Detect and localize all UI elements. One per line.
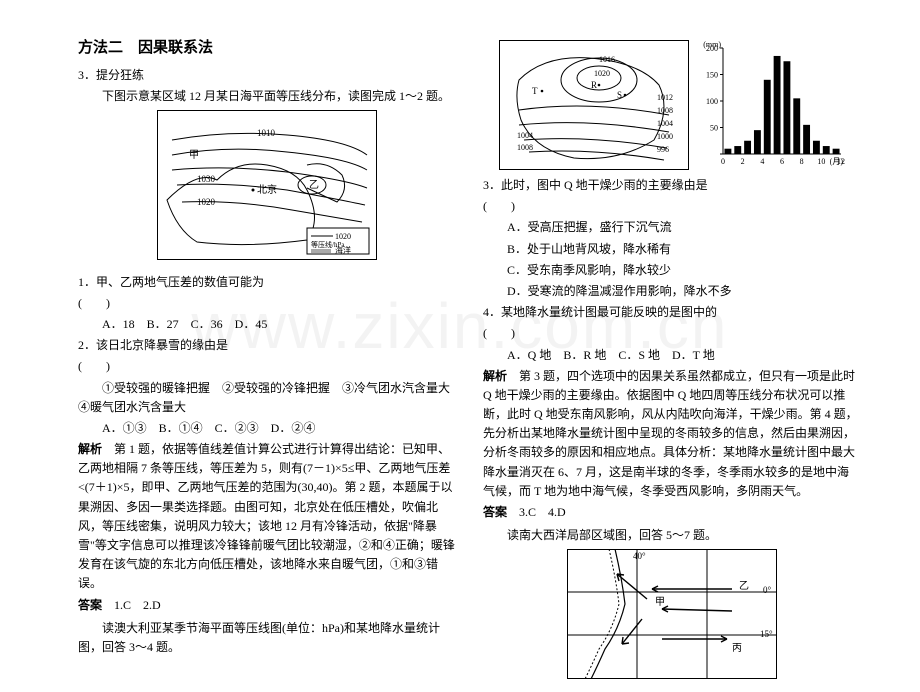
figure-2a-isobar-map: 1016 1020 T R S 1012 1008 1004 1000 996 … bbox=[499, 40, 689, 170]
svg-text:0°: 0° bbox=[763, 585, 772, 595]
svg-text:1012: 1012 bbox=[657, 93, 673, 102]
ans1-text: 1.C 2.D bbox=[102, 598, 161, 612]
figure-1-wrap: 甲 北京 乙 1010 1030 1020 1020 等压线/hPa 海洋 bbox=[78, 110, 455, 266]
figure-1-isobar-map: 甲 北京 乙 1010 1030 1020 1020 等压线/hPa 海洋 bbox=[157, 110, 377, 260]
svg-text:1010: 1010 bbox=[257, 128, 276, 138]
svg-text:1016: 1016 bbox=[599, 55, 615, 64]
figure-2b-bar-chart: 50100150200(mm)024681012(月) bbox=[695, 40, 845, 170]
svg-text:甲: 甲 bbox=[189, 150, 199, 161]
q2-stem: 2．该日北京降暴雪的缘由是 bbox=[78, 336, 455, 355]
svg-text:1020: 1020 bbox=[335, 232, 351, 241]
svg-text:北京: 北京 bbox=[257, 183, 277, 196]
q1-stem: 1．甲、乙两地气压差的数值可能为 bbox=[78, 273, 455, 292]
ans-label: 答案 bbox=[483, 505, 507, 519]
svg-text:1020: 1020 bbox=[197, 197, 216, 207]
svg-text:T: T bbox=[532, 86, 538, 96]
explanation-1: 解析 第 1 题，依据等值线差值计算公式进行计算得出结论：已知甲、乙两地相隔 7… bbox=[78, 440, 455, 594]
svg-text:乙: 乙 bbox=[309, 179, 319, 191]
svg-text:6: 6 bbox=[780, 157, 784, 166]
svg-text:海洋: 海洋 bbox=[335, 245, 351, 255]
exp2-text: 第 3 题，四个选项中的因果关系虽然都成立，但只有一项是此时 Q 地干燥少雨的主… bbox=[483, 369, 858, 498]
q2-options: A．①③ B．①④ C．②③ D．②④ bbox=[78, 419, 455, 438]
svg-text:10: 10 bbox=[817, 157, 825, 166]
svg-text:1020: 1020 bbox=[594, 69, 610, 78]
svg-text:1004: 1004 bbox=[517, 131, 533, 140]
ans2-text: 3.C 4.D bbox=[507, 505, 566, 519]
q3-optB: B．处于山地背风坡，降水稀有 bbox=[483, 240, 860, 259]
q4-stem: 4．某地降水量统计图最可能反映的是图中的 bbox=[483, 303, 860, 322]
answer-1: 答案 1.C 2.D bbox=[78, 596, 455, 615]
explanation-2: 解析 第 3 题，四个选项中的因果关系虽然都成立，但只有一项是此时 Q 地干燥少… bbox=[483, 367, 860, 501]
svg-text:996: 996 bbox=[657, 145, 669, 154]
svg-text:4: 4 bbox=[760, 157, 764, 166]
ans-label: 答案 bbox=[78, 598, 102, 612]
svg-text:1008: 1008 bbox=[517, 143, 533, 152]
svg-text:40°: 40° bbox=[633, 551, 646, 561]
svg-text:1030: 1030 bbox=[197, 174, 216, 184]
q2-sub: ①受较强的暖锋把握 ②受较强的冷锋把握 ③冷气团水汽含量大 ④暖气团水汽含量大 bbox=[78, 379, 455, 417]
q1-paren: ( ) bbox=[78, 294, 455, 313]
answer-2: 答案 3.C 4.D bbox=[483, 503, 860, 522]
right-column: 1016 1020 T R S 1012 1008 1004 1000 996 … bbox=[483, 36, 860, 692]
q3-optA: A．受高压把握，盛行下沉气流 bbox=[483, 218, 860, 237]
svg-text:1008: 1008 bbox=[657, 106, 673, 115]
svg-text:1004: 1004 bbox=[657, 119, 673, 128]
intro-text: 下图示意某区域 12 月某日海平面等压线分布，读图完成 1～2 题。 bbox=[78, 87, 455, 106]
svg-text:1000: 1000 bbox=[657, 132, 673, 141]
q4-options: A．Q 地 B．R 地 C．S 地 D．T 地 bbox=[483, 346, 860, 365]
svg-text:15°: 15° bbox=[760, 629, 773, 639]
svg-text:100: 100 bbox=[706, 97, 718, 106]
q3-stem: 3．此时，图中 Q 地干燥少雨的主要缘由是 bbox=[483, 176, 860, 195]
svg-text:(月): (月) bbox=[829, 157, 843, 166]
left-column: 方法二 因果联系法 3．提分狂练 下图示意某区域 12 月某日海平面等压线分布，… bbox=[78, 36, 455, 692]
figure-2-wrap: 1016 1020 T R S 1012 1008 1004 1000 996 … bbox=[483, 40, 860, 170]
two-column-layout: 方法二 因果联系法 3．提分狂练 下图示意某区域 12 月某日海平面等压线分布，… bbox=[78, 36, 860, 692]
section-heading: 3．提分狂练 bbox=[78, 66, 455, 85]
svg-text:0: 0 bbox=[721, 157, 725, 166]
svg-text:R: R bbox=[591, 80, 597, 90]
exp1-text: 第 1 题，依据等值线差值计算公式进行计算得出结论：已知甲、乙两地相隔 7 条等… bbox=[78, 442, 455, 590]
q3-optC: C．受东南季风影响，降水较少 bbox=[483, 261, 860, 280]
q2-paren: ( ) bbox=[78, 357, 455, 376]
q1-options: A．18 B．27 C．36 D．45 bbox=[78, 315, 455, 334]
svg-text:8: 8 bbox=[799, 157, 803, 166]
svg-text:乙: 乙 bbox=[739, 580, 749, 592]
svg-text:2: 2 bbox=[740, 157, 744, 166]
svg-text:50: 50 bbox=[710, 124, 718, 133]
svg-text:丙: 丙 bbox=[732, 643, 742, 654]
svg-text:(mm): (mm) bbox=[703, 40, 721, 49]
figure-3-wrap: 40° 0° 15° 甲 乙 丙 bbox=[483, 549, 860, 685]
exp-label: 解析 bbox=[78, 442, 102, 456]
bridge-text-2: 读南大西洋局部区域图，回答 5～7 题。 bbox=[483, 526, 860, 545]
svg-text:S: S bbox=[617, 90, 622, 100]
svg-text:150: 150 bbox=[706, 71, 718, 80]
q4-paren: ( ) bbox=[483, 324, 860, 343]
exp-label: 解析 bbox=[483, 369, 507, 383]
figure-3-atlantic-map: 40° 0° 15° 甲 乙 丙 bbox=[567, 549, 777, 679]
q3-paren: ( ) bbox=[483, 197, 860, 216]
q3-optD: D．受寒流的降温减湿作用影响，降水不多 bbox=[483, 282, 860, 301]
page-title: 方法二 因果联系法 bbox=[78, 36, 455, 60]
svg-text:甲: 甲 bbox=[655, 597, 665, 608]
bridge-text-1: 读澳大利亚某季节海平面等压线图(单位：hPa)和某地降水量统计图，回答 3～4 … bbox=[78, 619, 455, 657]
